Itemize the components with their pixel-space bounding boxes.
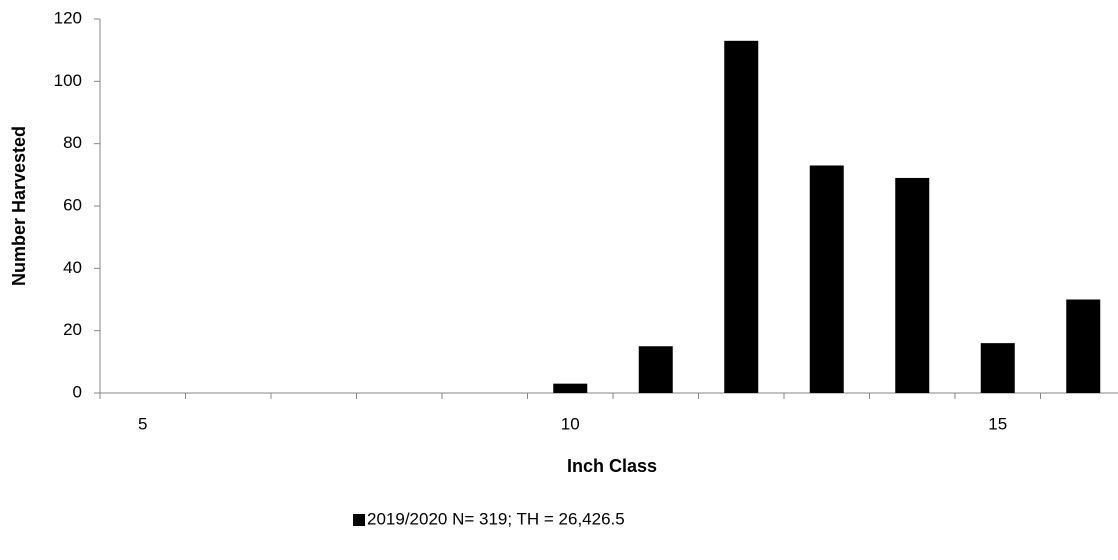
bar xyxy=(1066,299,1101,393)
legend-swatch xyxy=(353,514,365,526)
y-tick-label: 40 xyxy=(63,258,82,277)
x-tick-label: 5 xyxy=(138,414,147,433)
bar xyxy=(809,165,844,393)
y-tick-label: 0 xyxy=(73,382,82,401)
bar xyxy=(895,177,930,393)
y-tick-label: 20 xyxy=(63,320,82,339)
bar xyxy=(553,383,588,393)
y-tick-label: 80 xyxy=(63,133,82,152)
legend-label: 2019/2020 N= 319; TH = 26,426.5 xyxy=(367,509,625,528)
y-axis-label: Number Harvested xyxy=(9,126,29,286)
bar xyxy=(724,40,759,394)
y-tick-label: 60 xyxy=(63,195,82,214)
y-tick-label: 120 xyxy=(54,8,82,27)
y-tick-label: 100 xyxy=(54,71,82,90)
bar xyxy=(980,343,1015,393)
x-tick-label: 15 xyxy=(988,414,1007,433)
x-tick-label: 10 xyxy=(561,414,580,433)
x-axis-label: Inch Class xyxy=(567,456,657,476)
bar xyxy=(638,346,673,393)
